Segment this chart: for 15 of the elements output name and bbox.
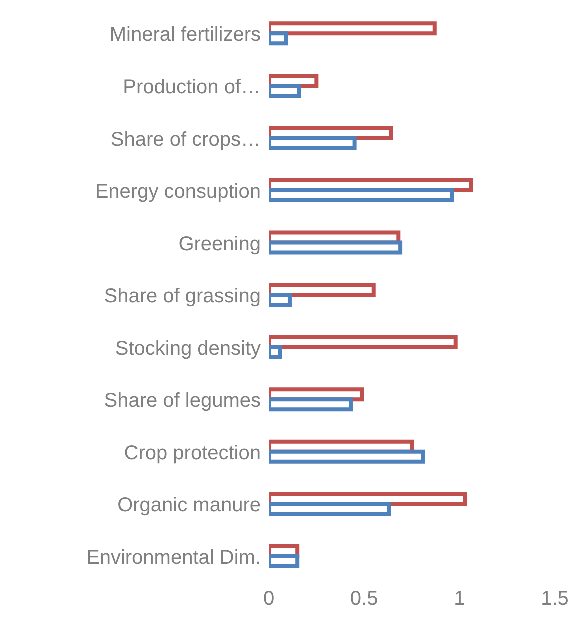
x-tick-label: 1 xyxy=(454,588,466,610)
y-tick-label: Share of grassing xyxy=(104,286,261,308)
y-tick-label: Mineral fertilizers xyxy=(110,24,261,46)
y-tick-label: Greening xyxy=(178,233,261,256)
y-tick-label: Stocking density xyxy=(115,338,261,360)
y-tick-label: Crop protection xyxy=(124,442,261,464)
x-tick-label: 0.5 xyxy=(350,588,378,610)
y-tick-label: Share of crops… xyxy=(110,128,261,151)
y-tick-label: Share of legumes xyxy=(104,390,261,412)
x-tick-label: 1.5 xyxy=(541,588,569,610)
y-tick-label: Energy consuption xyxy=(95,181,261,204)
y-tick-label: Production of… xyxy=(123,76,261,99)
y-tick-label: Organic manure xyxy=(118,494,261,517)
y-tick-label: Environmental Dim. xyxy=(86,546,261,569)
x-tick-label: 0 xyxy=(263,588,275,610)
